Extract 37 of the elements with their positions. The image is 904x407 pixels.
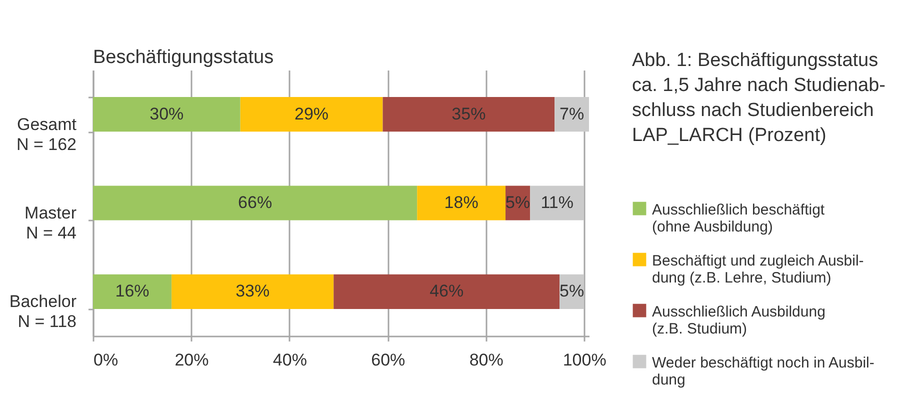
data-label: 5% <box>506 193 530 212</box>
bar <box>530 186 584 220</box>
legend-label: Weder beschäftigt noch in Ausbil- dung <box>652 354 874 388</box>
x-tick-label: 40% <box>272 350 307 370</box>
x-tick-label: 80% <box>469 350 504 370</box>
x-tick-label: 20% <box>174 350 209 370</box>
bar <box>554 97 589 132</box>
bar <box>93 186 418 220</box>
data-label: 18% <box>444 193 478 212</box>
chart-title: Beschäftigungsstatus <box>93 47 274 68</box>
x-tick-label: 100% <box>562 350 606 370</box>
bar <box>334 274 560 309</box>
data-label: 66% <box>238 193 272 212</box>
data-label: 33% <box>236 282 270 301</box>
bar <box>172 274 334 309</box>
bar <box>93 97 240 132</box>
data-label: 29% <box>294 104 329 124</box>
data-label: 16% <box>115 282 150 301</box>
y-tick-label: Gesamt N = 162 <box>16 114 77 154</box>
bar <box>240 97 383 132</box>
bar <box>93 274 172 309</box>
data-label: 46% <box>430 282 464 301</box>
data-label: 35% <box>452 104 486 124</box>
caption: Abb. 1: Beschäftigungsstatus ca. 1,5 Jahre nach Studienab- schluss nach Studienbereich LAP_LARCH (Prozent) <box>632 50 886 146</box>
legend-label: Ausschließlich Ausbildung (z.B. Studium) <box>652 304 826 338</box>
data-label: 7% <box>560 104 584 124</box>
bar <box>417 186 506 220</box>
data-label: 5% <box>560 282 584 301</box>
x-tick-label: 60% <box>371 350 406 370</box>
legend-label: Beschäftigt und zugleich Ausbil- dung (z.B. Lehre, Studium) <box>652 252 864 286</box>
data-label: 11% <box>540 193 574 212</box>
legend-label: Ausschließlich beschäftigt (ohne Ausbildung) <box>652 202 826 236</box>
y-tick-label: Master N = 44 <box>24 204 77 242</box>
data-label: 30% <box>150 104 184 124</box>
x-tick-label: 0% <box>94 350 118 370</box>
y-tick-label: Bachelor N = 118 <box>9 292 77 332</box>
bar <box>382 97 555 132</box>
